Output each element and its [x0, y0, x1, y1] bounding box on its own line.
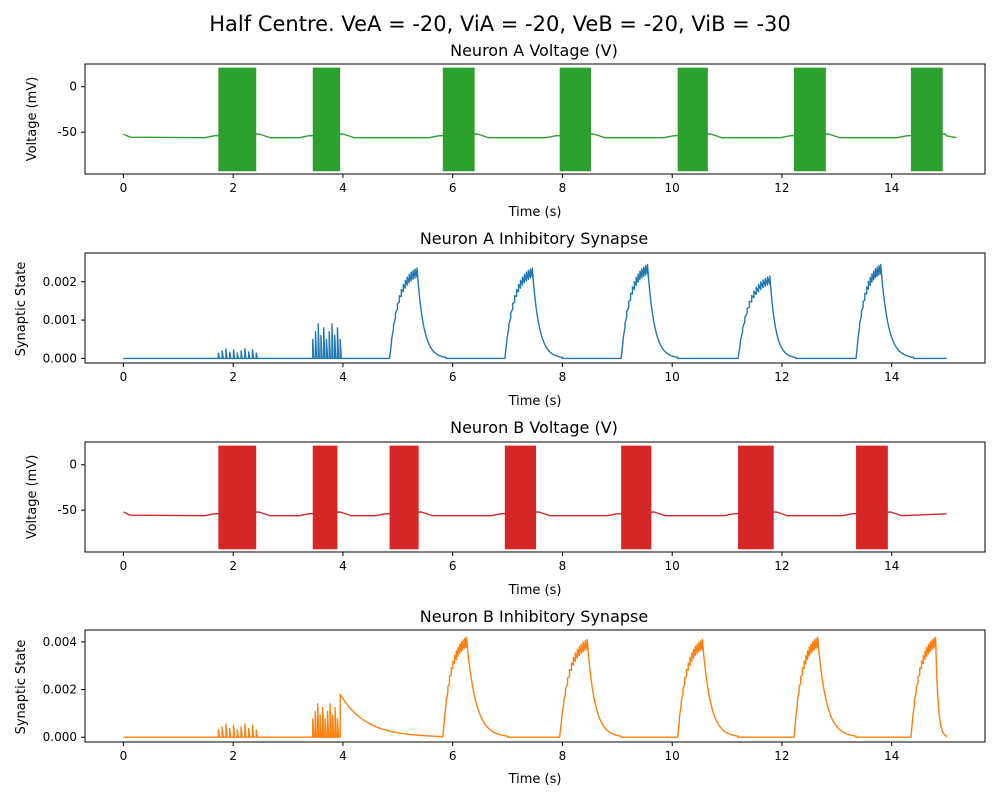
panel-neuron-b-voltage: Neuron B Voltage (V) Time (s) Voltage (m…	[25, 418, 986, 598]
y-tick-label: 0.000	[43, 351, 77, 365]
y-tick-label: 0.002	[43, 683, 77, 697]
plot-area	[123, 67, 957, 172]
spike-burst	[910, 67, 943, 172]
spike-burst	[677, 67, 708, 172]
x-tick-label: 10	[665, 559, 680, 573]
spike-burst	[738, 445, 774, 550]
x-tick-label: 4	[339, 370, 347, 384]
x-tick-label: 10	[665, 181, 680, 195]
y-tick-label: -50	[57, 125, 77, 139]
x-tick-label: 8	[559, 749, 567, 763]
y-axis-label: Voltage (mV)	[25, 455, 40, 540]
x-tick-label: 0	[120, 749, 128, 763]
plot-area	[123, 263, 947, 360]
panel-neuron-a-voltage: Neuron A Voltage (V) Time (s) Voltage (m…	[25, 41, 986, 220]
x-tick-label: 4	[339, 559, 347, 573]
spike-burst	[218, 445, 257, 550]
y-axis-label: Voltage (mV)	[25, 77, 40, 162]
y-axis-label: Synaptic State	[14, 262, 29, 357]
x-tick-label: 10	[665, 749, 680, 763]
x-tick-label: 10	[665, 370, 680, 384]
x-tick-label: 14	[884, 559, 899, 573]
x-tick-label: 6	[449, 749, 457, 763]
panel-title: Neuron B Inhibitory Synapse	[420, 607, 648, 626]
y-tick-label: 0	[69, 80, 77, 94]
panel-neuron-b-synapse: Neuron B Inhibitory Synapse Time (s) Syn…	[14, 607, 986, 787]
x-axis-label: Time (s)	[508, 583, 562, 598]
x-tick-label: 12	[774, 749, 789, 763]
spike-burst	[442, 67, 475, 172]
x-tick-label: 0	[120, 181, 128, 195]
y-tick-label: 0	[69, 458, 77, 472]
panel-title: Neuron A Inhibitory Synapse	[420, 229, 648, 248]
x-tick-label: 2	[229, 181, 237, 195]
y-tick-label: 0.001	[43, 313, 77, 327]
x-tick-label: 12	[774, 181, 789, 195]
voltage-trace	[123, 511, 947, 517]
x-axis-label: Time (s)	[508, 772, 562, 787]
spike-burst	[312, 67, 341, 172]
axes-frame	[84, 629, 986, 743]
plot-area	[123, 636, 948, 738]
y-tick-label: 0.004	[43, 635, 77, 649]
spike-burst	[312, 445, 338, 550]
y-tick-label: 0.002	[43, 275, 77, 289]
x-tick-label: 8	[559, 370, 567, 384]
spike-burst	[856, 445, 888, 550]
x-tick-label: 12	[774, 559, 789, 573]
x-tick-label: 2	[229, 559, 237, 573]
spike-burst	[389, 445, 419, 550]
x-axis-label: Time (s)	[508, 394, 562, 409]
axes-frame	[84, 252, 986, 364]
x-tick-label: 6	[449, 559, 457, 573]
panel-title: Neuron B Voltage (V)	[450, 418, 618, 437]
spike-burst	[504, 445, 537, 550]
x-tick-label: 6	[449, 370, 457, 384]
x-tick-label: 8	[559, 181, 567, 195]
x-tick-label: 14	[884, 370, 899, 384]
x-tick-label: 4	[339, 181, 347, 195]
axes-frame	[84, 441, 986, 553]
x-tick-label: 6	[449, 181, 457, 195]
panel-neuron-a-synapse: Neuron A Inhibitory Synapse Time (s) Syn…	[14, 229, 986, 409]
x-axis-label: Time (s)	[508, 205, 562, 220]
spike-burst	[621, 445, 652, 550]
x-tick-label: 2	[229, 749, 237, 763]
spike-burst	[218, 67, 257, 172]
x-tick-label: 14	[884, 181, 899, 195]
plot-area	[123, 445, 947, 550]
x-tick-label: 4	[339, 749, 347, 763]
x-tick-label: 2	[229, 370, 237, 384]
x-tick-label: 8	[559, 559, 567, 573]
synapse-trace	[123, 636, 948, 738]
y-tick-label: 0.000	[43, 730, 77, 744]
synapse-trace	[123, 263, 947, 360]
y-axis-label: Synaptic State	[14, 640, 29, 735]
x-tick-label: 14	[884, 749, 899, 763]
axes-frame	[84, 63, 986, 175]
voltage-trace	[123, 133, 957, 139]
figure-title: Half Centre. VeA = -20, ViA = -20, VeB =…	[209, 12, 791, 36]
spike-burst	[794, 67, 826, 172]
x-tick-label: 0	[120, 559, 128, 573]
spike-burst	[559, 67, 591, 172]
x-tick-label: 0	[120, 370, 128, 384]
y-tick-label: -50	[57, 503, 77, 517]
x-tick-label: 12	[774, 370, 789, 384]
panel-title: Neuron A Voltage (V)	[450, 41, 618, 60]
